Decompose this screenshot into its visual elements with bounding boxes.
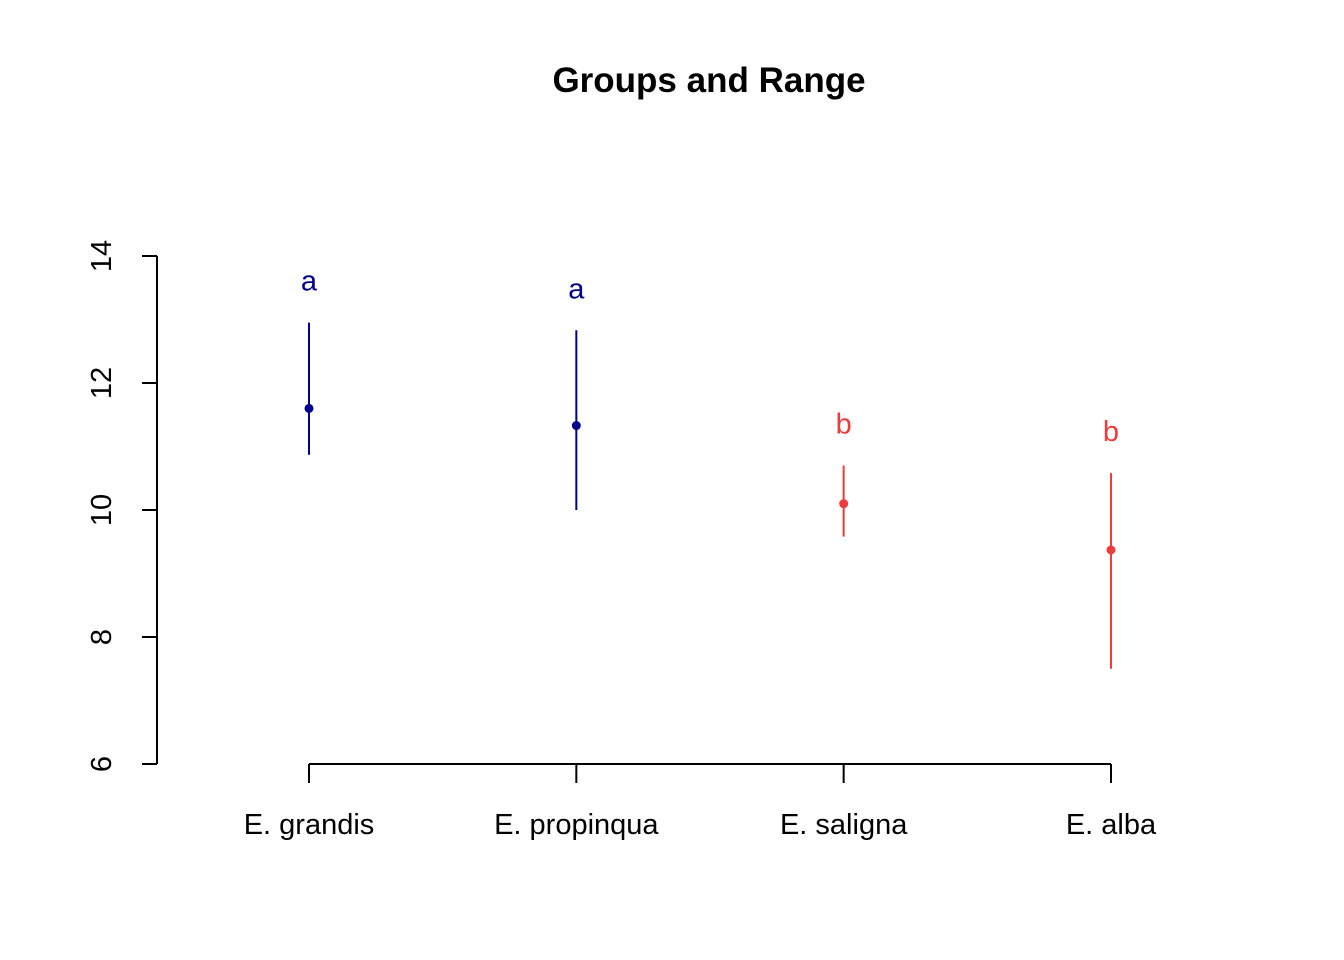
x-tick-label: E. grandis: [244, 809, 375, 841]
mean-point: [1106, 545, 1116, 555]
group-label: b: [1103, 416, 1119, 448]
group-label: a: [568, 273, 585, 305]
mean-point: [571, 421, 581, 431]
y-tick-label: 12: [86, 367, 118, 399]
chart-title: Groups and Range: [552, 61, 865, 100]
y-tick-label: 8: [86, 629, 118, 645]
group-label: a: [301, 266, 318, 298]
x-tick-label: E. alba: [1066, 809, 1157, 841]
x-tick-label: E. propinqua: [494, 809, 659, 841]
chart-marks: 6 8 10 12 14 E. grandis E. propinqua E. saligna…: [86, 240, 1157, 841]
mean-point: [839, 499, 849, 509]
y-tick-label: 14: [86, 240, 118, 272]
y-tick-label: 10: [86, 494, 118, 526]
x-tick-label: E. saligna: [780, 809, 908, 841]
mean-point: [304, 403, 314, 413]
group-label: b: [836, 409, 852, 441]
y-tick-label: 6: [86, 756, 118, 772]
